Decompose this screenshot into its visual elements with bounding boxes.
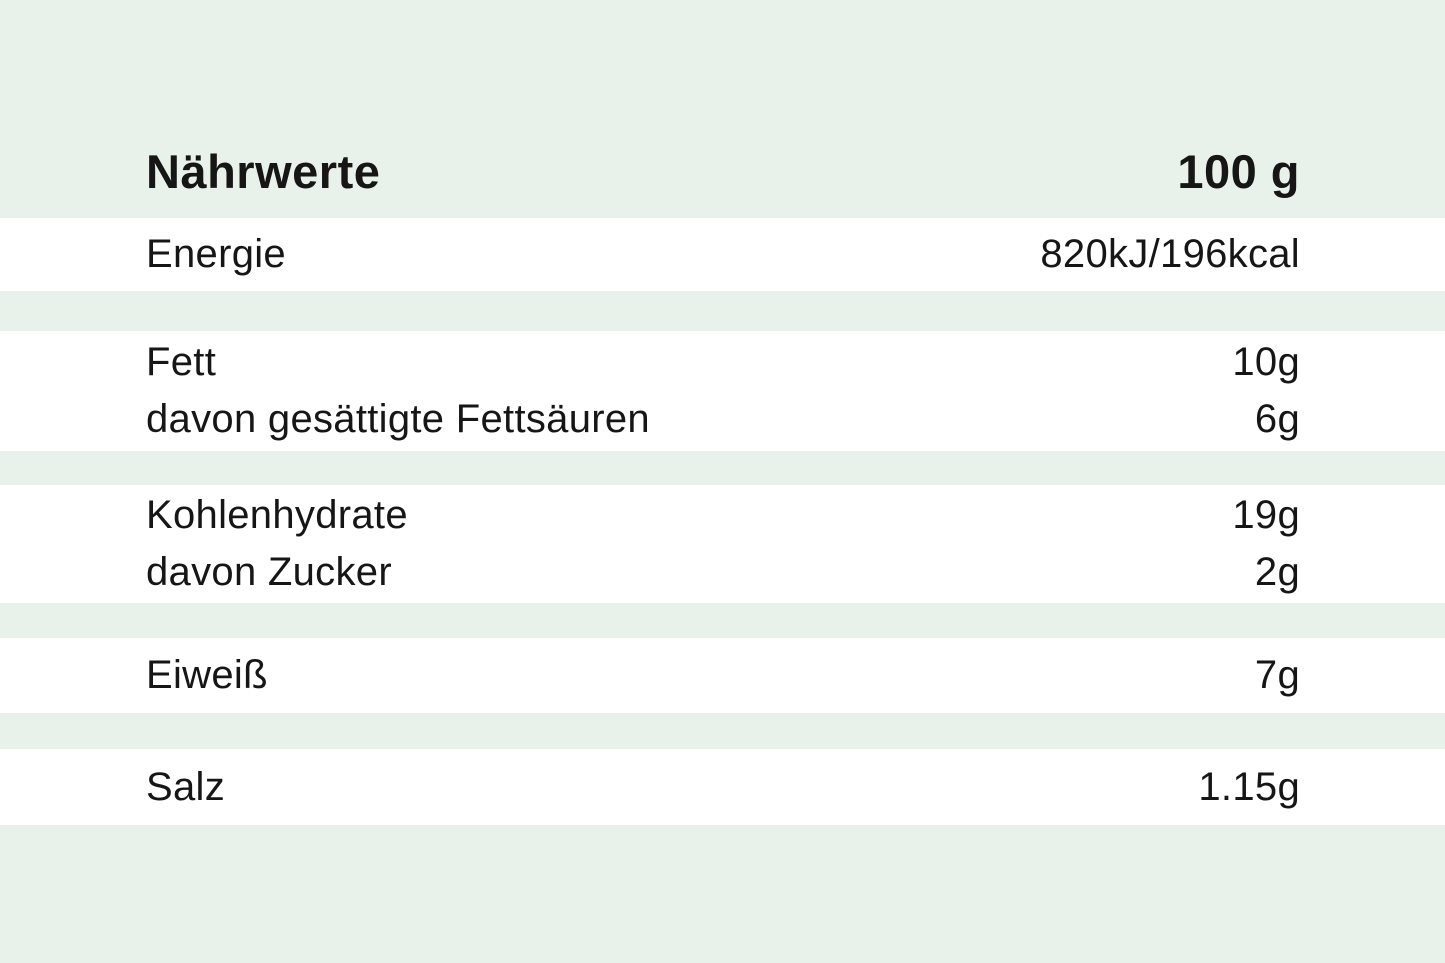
- table-line: davon Zucker 2g: [146, 544, 1300, 601]
- table-row-energie: Energie 820kJ/196kcal: [0, 218, 1445, 291]
- nutrient-value: 1.15g: [1198, 764, 1300, 809]
- nutrient-value: 2g: [1254, 550, 1300, 594]
- table-row-eiweiss: Eiweiß 7g: [0, 638, 1445, 713]
- row-divider: [0, 291, 1445, 331]
- page-title: Nährwerte: [146, 145, 381, 199]
- nutrient-sublabel: davon gesättigte Fettsäuren: [146, 397, 650, 441]
- nutrient-label: Kohlenhydrate: [146, 493, 408, 537]
- nutrient-label: Energie: [146, 232, 286, 276]
- table-line: Fett 10g: [146, 334, 1300, 391]
- nutrient-label: Eiweiß: [146, 653, 268, 697]
- table-row-fett: Fett 10g davon gesättigte Fettsäuren 6g: [0, 331, 1445, 451]
- table-line: Kohlenhydrate 19g: [146, 487, 1300, 544]
- nutrient-value: 6g: [1254, 397, 1300, 441]
- table-row-kohlenhydrate: Kohlenhydrate 19g davon Zucker 2g: [0, 485, 1445, 603]
- nutrient-value: 820kJ/196kcal: [1040, 232, 1300, 276]
- table-row-salz: Salz 1.15g: [0, 749, 1445, 825]
- nutrient-value: 19g: [1232, 493, 1300, 537]
- nutrient-value: 7g: [1254, 653, 1300, 697]
- row-divider: [0, 451, 1445, 485]
- row-divider: [0, 603, 1445, 638]
- column-header-amount: 100 g: [1177, 145, 1300, 199]
- row-divider: [0, 713, 1445, 749]
- table-line: Eiweiß 7g: [146, 647, 1300, 704]
- nutrient-value: 10g: [1232, 340, 1300, 384]
- nutrient-label: Fett: [146, 340, 217, 384]
- nutrient-sublabel: davon Zucker: [146, 550, 392, 594]
- table-header: Nährwerte 100 g: [0, 0, 1445, 218]
- table-line: Energie 820kJ/196kcal: [146, 226, 1300, 283]
- nutrient-label: Salz: [146, 764, 226, 809]
- table-line: Salz 1.15g: [146, 759, 1300, 816]
- table-line: davon gesättigte Fettsäuren 6g: [146, 391, 1300, 448]
